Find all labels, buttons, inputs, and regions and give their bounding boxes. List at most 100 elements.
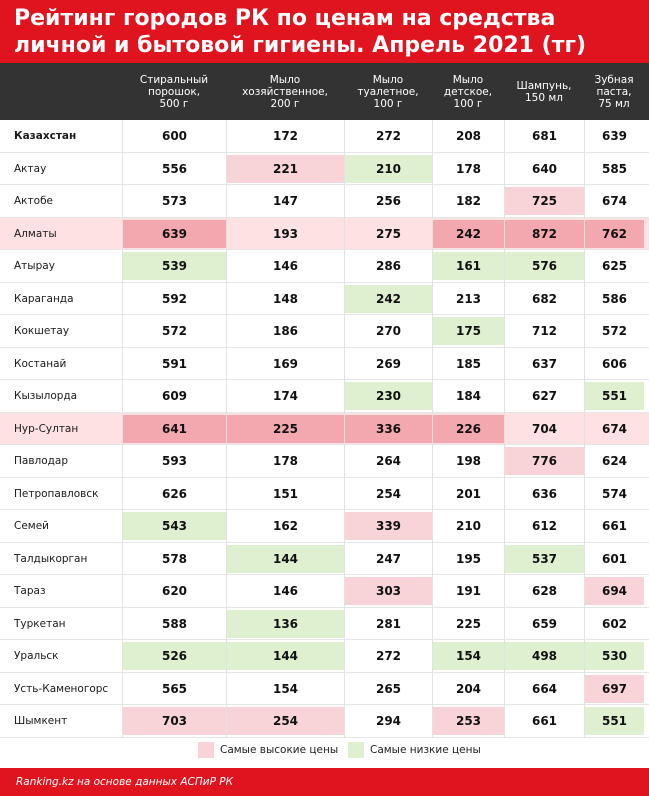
price-cell: 242 <box>345 284 432 313</box>
table-row: Павлодар 593 178 264 198 776 624 <box>0 445 649 478</box>
price-cell: 210 <box>455 519 482 533</box>
table-row: Семей 543 162 339 210 612 661 <box>0 510 649 543</box>
city-name: Актау <box>14 162 47 175</box>
price-cell: 264 <box>375 454 402 468</box>
table-row: Тараз 620 146 303 191 628 694 <box>0 575 649 608</box>
price-cell: 191 <box>455 584 482 598</box>
price-cell: 600 <box>161 129 188 143</box>
price-cell: 275 <box>375 226 402 241</box>
price-cell: 661 <box>601 519 628 533</box>
price-cell: 172 <box>272 129 299 143</box>
price-cell: 253 <box>433 707 504 735</box>
price-cell: 184 <box>455 389 482 403</box>
column-divider <box>504 120 505 738</box>
table-row: Усть-Каменогорс 565 154 265 204 664 697 <box>0 673 649 705</box>
title-bar: Рейтинг городов РК по ценам на средства … <box>0 0 649 63</box>
table-row: Кызылорда 609 174 230 184 627 551 <box>0 380 649 413</box>
legend-swatch-low <box>348 742 364 758</box>
price-cell: 537 <box>505 544 584 573</box>
price-cell: 146 <box>272 584 299 598</box>
city-name: Караганда <box>14 292 74 305</box>
price-cell: 606 <box>601 356 628 371</box>
city-name: Атырау <box>14 260 55 272</box>
price-cell: 281 <box>375 616 402 631</box>
title-line-2: личной и бытовой гигиены. Апрель 2021 (т… <box>14 33 586 58</box>
table-row: Кокшетау 572 186 270 175 712 572 <box>0 315 649 348</box>
price-cell: 628 <box>531 584 558 598</box>
price-cell: 712 <box>531 324 558 338</box>
price-cell: 585 <box>601 161 628 176</box>
price-cell: 151 <box>272 486 299 501</box>
price-cell: 639 <box>601 129 628 143</box>
price-cell: 144 <box>227 544 344 573</box>
price-cell: 272 <box>375 129 402 143</box>
price-cell: 539 <box>123 252 226 280</box>
price-cell: 591 <box>161 356 188 371</box>
price-cell: 625 <box>601 259 628 273</box>
price-cell: 148 <box>272 291 299 306</box>
column-header-shampoo: Шампунь, 150 мл <box>516 79 572 104</box>
price-cell: 272 <box>375 649 402 663</box>
legend-label-low: Самые низкие цены <box>370 744 481 756</box>
column-divider <box>344 120 345 738</box>
price-cell: 543 <box>123 512 226 540</box>
price-cell: 269 <box>375 356 402 371</box>
price-cell: 286 <box>375 259 402 273</box>
price-cell: 161 <box>433 252 504 280</box>
price-cell: 694 <box>585 577 644 605</box>
price-cell: 182 <box>455 194 482 208</box>
legend-label-high: Самые высокие цены <box>220 744 339 756</box>
city-name: Уральск <box>14 650 59 662</box>
table-row: Талдыкорган 578 144 247 195 537 601 <box>0 543 649 575</box>
city-name: Талдыкорган <box>14 552 88 565</box>
column-header-washing-powder: Стиральный порошок, 500 г <box>139 73 209 110</box>
price-cell: 681 <box>531 129 558 143</box>
price-cell: 147 <box>272 194 299 208</box>
legend-swatch-high <box>198 742 214 758</box>
price-cell: 186 <box>272 324 299 338</box>
price-cell: 195 <box>455 551 482 566</box>
price-cell: 639 <box>123 219 226 248</box>
table-row: Туркетан 588 136 281 225 659 602 <box>0 608 649 640</box>
table-row: Караганда 592 148 242 213 682 586 <box>0 283 649 315</box>
source-footer: Ranking.kz на основе данных АСПиР РК <box>0 768 649 796</box>
price-cell: 612 <box>531 519 558 533</box>
price-cell: 682 <box>531 291 558 306</box>
column-header-toilet-soap: Мыло туалетное, 100 г <box>357 73 419 110</box>
price-cell: 627 <box>531 389 558 403</box>
column-header-toothpaste: Зубная паста, 75 мл <box>594 73 634 110</box>
price-cell: 193 <box>272 226 299 241</box>
table-header: Стиральный порошок, 500 г Мыло хозяйстве… <box>0 63 649 120</box>
table-row: Алматы 639 193 275 242 872 762 <box>0 217 649 250</box>
price-cell: 659 <box>531 616 558 631</box>
price-cell: 339 <box>345 512 432 540</box>
price-cell: 551 <box>585 707 644 735</box>
price-cell: 185 <box>455 356 482 371</box>
price-cell: 602 <box>601 616 628 631</box>
city-name: Кызылорда <box>14 390 78 402</box>
price-cell: 225 <box>455 616 482 631</box>
price-cell: 230 <box>345 382 432 410</box>
city-name: Актобе <box>14 195 54 207</box>
city-name: Шымкент <box>14 715 68 727</box>
price-cell: 626 <box>161 486 188 501</box>
price-cell: 294 <box>375 714 402 728</box>
price-cell: 697 <box>585 674 644 703</box>
city-name: Туркетан <box>14 617 66 630</box>
price-cell: 154 <box>272 681 299 696</box>
price-cell: 872 <box>505 219 584 248</box>
price-cell: 154 <box>433 642 504 670</box>
price-cell: 636 <box>531 486 558 501</box>
column-divider <box>122 120 123 738</box>
table-row: Атырау 539 146 286 161 576 625 <box>0 250 649 283</box>
price-cell: 661 <box>531 714 558 728</box>
price-cell: 624 <box>601 454 628 468</box>
price-cell: 226 <box>433 414 504 443</box>
price-cell: 201 <box>455 486 482 501</box>
column-header-baby-soap: Мыло детское, 100 г <box>443 73 493 110</box>
price-cell: 247 <box>375 551 402 566</box>
table-row: Казахстан 600 172 272 208 681 639 <box>0 120 649 153</box>
price-cell: 254 <box>227 707 344 735</box>
price-cell: 210 <box>345 154 432 183</box>
price-cell: 703 <box>123 707 226 735</box>
